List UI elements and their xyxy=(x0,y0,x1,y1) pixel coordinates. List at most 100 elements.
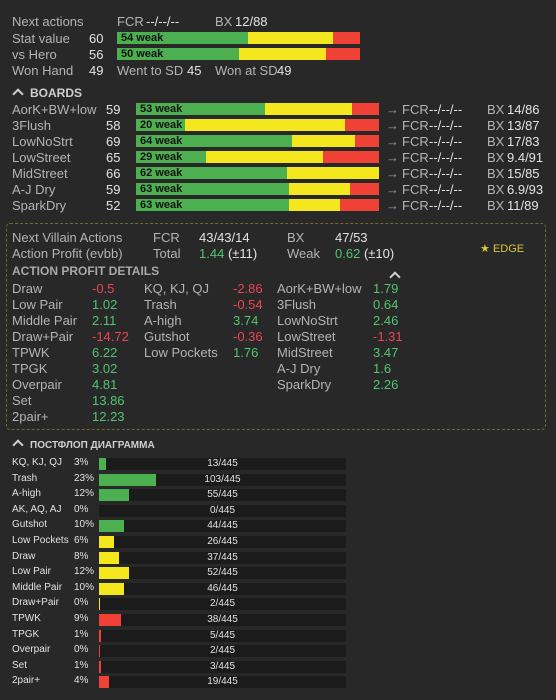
next-actions-label: Next actions xyxy=(12,14,84,29)
board-bar: 53 weak xyxy=(136,103,379,115)
villain-bx-label: BX xyxy=(287,230,305,245)
postflop-row-label: KQ, KJ, QJ xyxy=(12,457,63,468)
board-bar-label: 64 weak xyxy=(140,135,183,147)
board-bar-label: 20 weak xyxy=(140,119,183,131)
postflop-row-count: 44/445 xyxy=(207,520,238,532)
won-hand-label: Won Hand xyxy=(12,63,74,78)
board-fcr-label: FCR xyxy=(402,150,429,165)
postflop-bar xyxy=(99,520,124,533)
board-bar: 29 weak xyxy=(136,151,379,163)
action-profit-label: Action Profit (evbb) xyxy=(12,246,123,261)
board-name: LowStreet xyxy=(12,150,71,165)
board-fcr-value: --/--/-- xyxy=(429,198,463,213)
postflop-row-percent: 0% xyxy=(74,503,89,515)
postflop-bar xyxy=(99,458,107,470)
boards-title: BOARDS xyxy=(30,86,83,100)
board-value: 58 xyxy=(106,118,121,133)
weak-value: 0.62 xyxy=(335,246,361,261)
postflop-bar-track xyxy=(99,458,346,470)
arrow-right-icon: → xyxy=(386,198,399,213)
arrow-right-icon: → xyxy=(386,182,399,197)
next-villain-label: Next Villain Actions xyxy=(12,230,123,245)
profit-item-value: 1.76 xyxy=(233,345,259,360)
board-value: 59 xyxy=(106,102,121,117)
board-value: 69 xyxy=(106,134,121,149)
board-fcr-label: FCR xyxy=(402,134,429,149)
postflop-row-count: 2/445 xyxy=(209,598,236,610)
postflop-row-percent: 9% xyxy=(74,613,89,624)
postflop-bar-track xyxy=(99,473,346,486)
postflop-row-count: 55/445 xyxy=(207,489,238,501)
postflop-row-percent: 23% xyxy=(74,472,95,484)
board-bx-value: 17/83 xyxy=(507,134,540,149)
arrow-right-icon: → xyxy=(386,134,399,149)
profit-item-value: -2.86 xyxy=(233,281,263,296)
postflop-row-label: Draw+Pair xyxy=(12,597,59,609)
edge-tag-label: EDGE xyxy=(492,243,525,255)
postflop-row-label: Draw xyxy=(12,550,36,562)
postflop-row-percent: 0% xyxy=(74,597,89,609)
profit-item-name: KQ, KJ, QJ xyxy=(144,281,210,296)
total-value-group: 1.44 (±11) xyxy=(199,246,257,261)
won-sd-value: 49 xyxy=(277,63,292,78)
postflop-row-count: 52/445 xyxy=(207,567,238,579)
postflop-bar-track xyxy=(99,582,346,595)
board-bx-value: 15/85 xyxy=(507,166,540,181)
boards-section-toggle[interactable]: BOARDS xyxy=(12,86,83,100)
profit-item-name: SparkDry xyxy=(277,377,332,392)
postflop-row-label: TPWK xyxy=(12,613,41,624)
profit-item-value: 2.11 xyxy=(92,313,117,328)
postflop-bar xyxy=(99,598,101,611)
profit-item-name: LowNoStrt xyxy=(277,313,338,328)
postflop-row-label: Set xyxy=(12,659,28,671)
board-bx-value: 9.4/91 xyxy=(507,150,544,165)
postflop-row-label: Middle Pair xyxy=(12,581,63,593)
board-bar: 63 weak xyxy=(136,199,379,211)
profit-item-name: Trash xyxy=(144,297,177,312)
board-bar: 62 weak xyxy=(136,167,379,179)
postflop-section-toggle[interactable]: ПОСТФЛОП ДИАГРАММА xyxy=(12,439,155,451)
postflop-bar-track xyxy=(99,489,346,502)
profit-item-value: 2.46 xyxy=(373,313,399,328)
postflop-bar-track xyxy=(99,598,346,611)
board-name: AorK+BW+low xyxy=(12,102,97,117)
board-fcr-label: FCR xyxy=(402,118,429,133)
postflop-bar xyxy=(99,660,102,673)
board-bx-label: BX xyxy=(487,150,505,165)
stat-value-bar-label: 54 weak xyxy=(121,32,164,44)
profit-item-name: Draw+Pair xyxy=(12,329,74,344)
profit-item-value: 3.74 xyxy=(233,313,259,328)
postflop-row-label: Gutshot xyxy=(12,519,48,531)
postflop-row-label: TPGK xyxy=(12,628,40,640)
profit-item-value: -0.54 xyxy=(233,297,263,312)
postflop-row-count: 13/445 xyxy=(207,458,238,469)
total-label: Total xyxy=(153,246,181,261)
postflop-bar-track xyxy=(99,520,346,533)
vs-hero-bar-label: 50 weak xyxy=(121,48,164,60)
profit-item-value: 13.86 xyxy=(92,393,125,408)
postflop-bar-track xyxy=(99,536,346,548)
profit-item-value: 3.47 xyxy=(373,345,399,360)
profit-item-name: TPWK xyxy=(12,345,50,360)
board-value: 65 xyxy=(106,150,121,165)
postflop-row-count: 19/445 xyxy=(207,676,238,688)
postflop-row-percent: 12% xyxy=(74,488,95,500)
profit-item-name: 2pair+ xyxy=(12,409,49,424)
profit-item-name: AorK+BW+low xyxy=(277,281,362,296)
board-fcr-value: --/--/-- xyxy=(429,118,463,133)
profit-item-name: A-J Dry xyxy=(277,361,321,376)
postflop-row-label: Overpair xyxy=(12,644,51,656)
vs-hero-bar: 50 weak xyxy=(117,48,360,60)
postflop-bar-track xyxy=(99,551,346,564)
board-bar-label: 63 weak xyxy=(140,183,183,195)
villain-bx-value: 47/53 xyxy=(335,230,368,245)
profit-item-value: 2.26 xyxy=(373,377,399,392)
postflop-row-count: 2/445 xyxy=(209,645,236,657)
chevron-up-icon xyxy=(12,88,24,100)
profit-item-value: 3.02 xyxy=(92,361,118,376)
bx-label: BX xyxy=(215,14,233,29)
stat-value-label: Stat value xyxy=(12,31,70,46)
postflop-row-count: 5/445 xyxy=(209,629,236,641)
board-bar: 64 weak xyxy=(136,135,379,147)
postflop-row-label: A-high xyxy=(12,488,41,500)
